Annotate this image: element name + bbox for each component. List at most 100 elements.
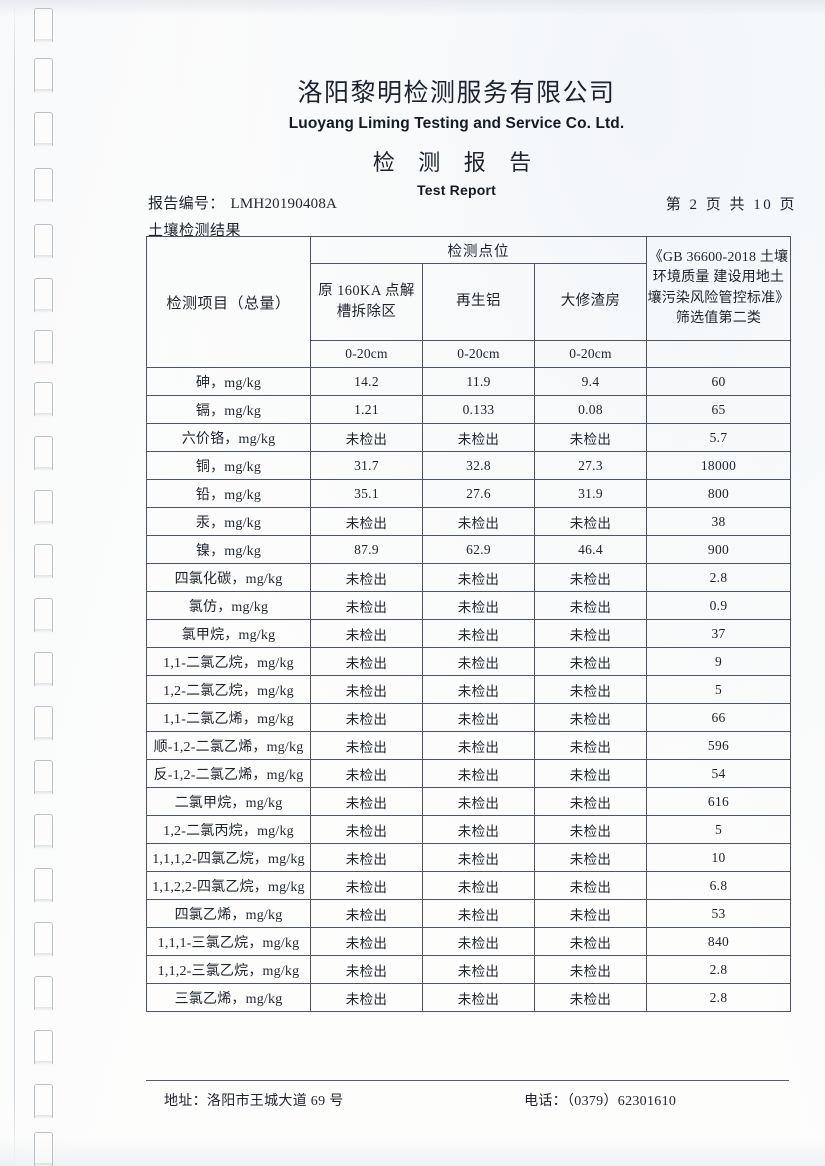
table-row: 镍，mg/kg 87.9 62.9 46.4 900 [146,535,791,564]
cell-value-site-2: 未检出 [422,955,535,984]
footer-address: 地址：洛阳市王城大道 69 号 [164,1094,344,1109]
cell-value-site-2: 未检出 [422,759,535,788]
cell-item-name: 1,2-二氯丙烷，mg/kg [146,815,311,844]
cell-standard-limit: 10 [646,843,791,872]
footer-divider [146,1080,789,1081]
cell-item-name: 反-1,2-二氯乙烯，mg/kg [146,759,311,788]
header-depth-2: 0-20cm [422,340,535,368]
cell-value-site-2: 未检出 [422,927,535,956]
binding-hole-icon [33,224,54,259]
cell-value-site-1: 未检出 [310,619,423,648]
table-row: 镉，mg/kg 1.21 0.133 0.08 65 [146,395,791,424]
cell-value-site-2: 未检出 [422,647,535,676]
cell-value-site-2: 未检出 [422,787,535,816]
cell-item-name: 铅，mg/kg [146,479,311,508]
cell-item-name: 氯甲烷，mg/kg [146,619,311,648]
report-meta: 报告编号： LMH20190408A 土壤检测结果 第 2 页 共 10 页 [148,192,797,240]
cell-value-site-3: 31.9 [534,479,647,508]
table-row: 四氯化碳，mg/kg 未检出 未检出 未检出 2.8 [146,563,791,592]
cell-value-site-3: 未检出 [534,507,647,536]
cell-standard-limit: 37 [646,619,791,648]
header-depth-1: 0-20cm [310,340,423,368]
cell-value-site-3: 未检出 [534,619,647,648]
cell-value-site-3: 未检出 [534,843,647,872]
scan-shadow-bottom [0,1136,825,1166]
cell-value-site-2: 未检出 [422,619,535,648]
header-item-column: 检测项目（总量） [146,236,311,368]
table-header-row-sites: 原 160KA 点解槽拆除区 再生铝 大修渣房 [147,263,791,341]
cell-standard-limit: 5.7 [646,423,791,452]
cell-item-name: 六价铬，mg/kg [146,423,311,452]
cell-value-site-1: 未检出 [310,955,423,984]
binding-hole-icon [33,1132,54,1166]
table-row: 汞，mg/kg 未检出 未检出 未检出 38 [146,507,791,536]
company-name-en: Luoyang Liming Testing and Service Co. L… [288,115,625,132]
cell-value-site-3: 46.4 [534,535,647,564]
cell-value-site-1: 未检出 [310,759,423,788]
cell-value-site-2: 未检出 [422,843,535,872]
cell-value-site-2: 27.6 [422,479,535,508]
cell-value-site-3: 未检出 [534,787,647,816]
cell-standard-limit: 900 [646,535,791,564]
report-number: 报告编号： LMH20190408A [148,192,337,213]
cell-item-name: 1,1,2-三氯乙烷，mg/kg [146,955,311,984]
table-row: 1,1-二氯乙烯，mg/kg 未检出 未检出 未检出 66 [146,703,791,732]
cell-value-site-2: 0.133 [422,395,535,424]
table-row: 1,1,1-三氯乙烷，mg/kg 未检出 未检出 未检出 840 [146,927,791,956]
table-row: 顺-1,2-二氯乙烯，mg/kg 未检出 未检出 未检出 596 [146,731,791,760]
cell-value-site-3: 未检出 [534,983,647,1012]
cell-value-site-1: 未检出 [310,927,423,956]
cell-value-site-1: 未检出 [310,591,423,620]
cell-standard-limit: 5 [646,815,791,844]
binding-hole-icon [33,58,54,93]
table-row: 铜，mg/kg 31.7 32.8 27.3 18000 [146,451,791,480]
cell-value-site-2: 未检出 [422,871,535,900]
cell-value-site-2: 32.8 [422,451,535,480]
soil-test-results-table: 检测项目（总量） 检测点位 《GB 36600-2018 土壤环境质量 建设用地… [146,236,791,1012]
cell-value-site-2: 62.9 [422,535,535,564]
cell-value-site-2: 未检出 [422,983,535,1012]
binding-hole-icon [33,976,54,1011]
table-row: 1,1,1,2-四氯乙烷，mg/kg 未检出 未检出 未检出 10 [146,843,791,872]
table-body: 砷，mg/kg 14.2 11.9 9.4 60 镉，mg/kg 1.21 0.133 0.08… [146,367,791,1012]
table-row: 四氯乙烯，mg/kg 未检出 未检出 未检出 53 [146,899,791,928]
page-edge-line [14,0,15,1166]
cell-standard-limit: 840 [646,927,791,956]
cell-item-name: 1,1,1,2-四氯乙烷，mg/kg [146,843,311,872]
cell-value-site-1: 未检出 [310,871,423,900]
binding-hole-icon [33,1030,54,1065]
cell-standard-limit: 54 [646,759,791,788]
document-header: 洛阳黎明检测服务有限公司 Luoyang Liming Testing and … [112,78,801,198]
cell-standard-limit: 38 [646,507,791,536]
cell-value-site-1: 87.9 [310,535,423,564]
header-standard-column: 《GB 36600-2018 土壤环境质量 建设用地土壤污染风险管控标准》筛选值… [646,236,791,341]
cell-standard-limit: 65 [646,395,791,424]
cell-standard-limit: 2.8 [646,983,791,1012]
binding-hole-icon [33,814,54,849]
report-title-en: Test Report [417,182,496,198]
cell-item-name: 氯仿，mg/kg [146,591,311,620]
cell-value-site-3: 未检出 [534,423,647,452]
cell-standard-limit: 53 [646,899,791,928]
cell-value-site-3: 27.3 [534,451,647,480]
table-row: 1,2-二氯乙烷，mg/kg 未检出 未检出 未检出 5 [146,675,791,704]
table-row: 铅，mg/kg 35.1 27.6 31.9 800 [146,479,791,508]
header-site-3: 大修渣房 [534,263,647,341]
cell-value-site-2: 未检出 [422,731,535,760]
cell-item-name: 顺-1,2-二氯乙烯，mg/kg [146,731,311,760]
binding-hole-icon [33,382,54,417]
cell-value-site-3: 未检出 [534,703,647,732]
table-row: 二氯甲烷，mg/kg 未检出 未检出 未检出 616 [146,787,791,816]
cell-value-site-2: 未检出 [422,703,535,732]
cell-standard-limit: 60 [646,367,791,396]
cell-item-name: 1,1,2,2-四氯乙烷，mg/kg [146,871,311,900]
binding-hole-icon [33,112,54,147]
cell-value-site-1: 未检出 [310,675,423,704]
cell-item-name: 1,2-二氯乙烷，mg/kg [146,675,311,704]
header-depth-3: 0-20cm [534,340,647,368]
cell-value-site-1: 未检出 [310,563,423,592]
binding-hole-icon [33,436,54,471]
cell-value-site-1: 未检出 [310,507,423,536]
binding-hole-icon [33,490,54,525]
